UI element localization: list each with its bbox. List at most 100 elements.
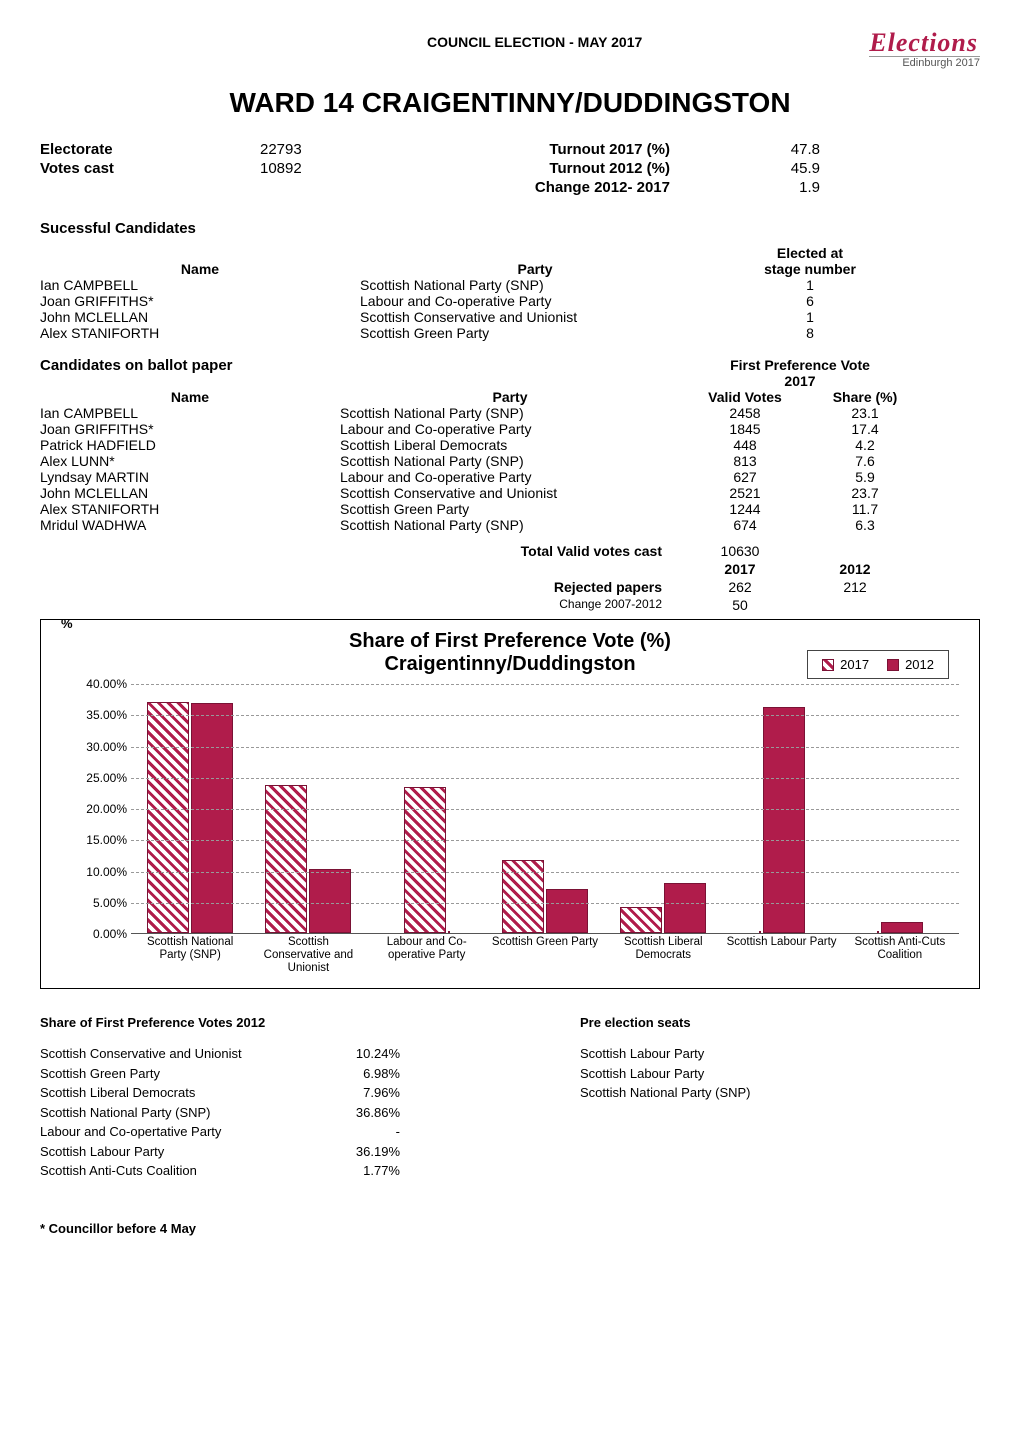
candidate-name: Joan GRIFFITHS* (40, 293, 360, 309)
ballot-candidate-share: 7.6 (810, 453, 920, 469)
ballot-candidate-party: Scottish National Party (SNP) (340, 453, 680, 469)
shares-2012-party: Scottish Labour Party (40, 1142, 300, 1162)
ballot-candidate-party: Labour and Co-operative Party (340, 469, 680, 485)
bar-2017 (759, 931, 761, 933)
candidate-stage: 1 (710, 277, 910, 293)
totals-yr-2017: 2017 (680, 561, 800, 577)
ballot-candidate-name: Lyndsay MARTIN (40, 469, 340, 485)
shares-2012-party: Labour and Co-opertative Party (40, 1122, 300, 1142)
ballot-candidate-name: Patrick HADFIELD (40, 437, 340, 453)
legend-2012: 2012 (887, 657, 934, 672)
ballot-candidate-votes: 813 (680, 453, 810, 469)
candidate-name: Alex STANIFORTH (40, 325, 360, 341)
y-tick-label: 20.00% (61, 802, 127, 816)
pre-election-heading: Pre election seats (580, 1015, 980, 1030)
ballot-candidate-votes: 674 (680, 517, 810, 533)
bar-2017 (877, 931, 879, 933)
total-valid-label: Total Valid votes cast (40, 543, 680, 559)
ballot-candidate-share: 23.7 (810, 485, 920, 501)
candidate-party: Labour and Co-operative Party (360, 293, 710, 309)
ballot-candidate-share: 11.7 (810, 501, 920, 517)
rejected-label: Rejected papers (40, 579, 680, 595)
shares-2012-row: Scottish Anti-Cuts Coalition1.77% (40, 1161, 520, 1181)
shares-2012-row: Scottish Labour Party36.19% (40, 1142, 520, 1162)
ballot-candidate-party: Scottish Green Party (340, 501, 680, 517)
candidates-rows: Ian CAMPBELLScottish National Party (SNP… (40, 405, 980, 533)
bar-2012 (546, 889, 588, 933)
bar-2012 (763, 707, 805, 933)
ballot-candidate-name: Alex STANIFORTH (40, 501, 340, 517)
ballot-candidate-party: Scottish Liberal Democrats (340, 437, 680, 453)
y-tick-label: 10.00% (61, 865, 127, 879)
ballot-candidate-votes: 627 (680, 469, 810, 485)
candidates-heading: Candidates on ballot paper (40, 357, 340, 389)
shares-2012-row: Scottish Green Party 6.98% (40, 1064, 520, 1084)
ballot-candidate-share: 5.9 (810, 469, 920, 485)
change-label: Change 2012- 2017 (420, 179, 700, 196)
logo-text-top: Elections (869, 30, 978, 56)
legend-2017: 2017 (822, 657, 869, 672)
document-subtitle: COUNCIL ELECTION - MAY 2017 (200, 30, 869, 50)
candidate-name: Ian CAMPBELL (40, 277, 360, 293)
grid-line (131, 715, 959, 716)
ballot-candidate-party: Scottish National Party (SNP) (340, 517, 680, 533)
share-chart: Share of First Preference Vote (%) Craig… (40, 619, 980, 989)
shares-2012-row: Scottish National Party (SNP) 36.86% (40, 1103, 520, 1123)
votes-cast-value: 10892 (260, 160, 420, 177)
bar-2012 (881, 922, 923, 933)
candidate-stage: 1 (710, 309, 910, 325)
bar-2012 (664, 883, 706, 933)
shares-2012-value: 36.86% (320, 1103, 400, 1123)
ballot-candidate-votes: 2458 (680, 405, 810, 421)
x-axis-label: Scottish Labour Party (722, 934, 840, 974)
shares-2012-value: - (320, 1122, 400, 1142)
col-party: Party (360, 261, 710, 277)
logo-text-bottom: Edinburgh 2017 (869, 56, 980, 69)
ballot-candidate-votes: 448 (680, 437, 810, 453)
shares-2012-value: 10.24% (320, 1044, 400, 1064)
ballot-candidate-name: John MCLELLAN (40, 485, 340, 501)
ballot-candidate-name: Alex LUNN* (40, 453, 340, 469)
ballot-candidate-name: Joan GRIFFITHS* (40, 421, 340, 437)
fpv-heading-top: First Preference Vote (730, 357, 870, 373)
bar-2012 (191, 703, 233, 933)
shares-2012-value: 6.98% (320, 1064, 400, 1084)
ballot-candidate-votes: 1244 (680, 501, 810, 517)
legend-2017-label: 2017 (840, 657, 869, 672)
ballot-candidate-share: 23.1 (810, 405, 920, 421)
chart-plot (131, 684, 959, 934)
bar-2012 (309, 869, 351, 933)
totals-block: Total Valid votes cast 10630 2017 2012 R… (40, 543, 980, 613)
ballot-candidate-share: 6.3 (810, 517, 920, 533)
x-axis-label: Scottish National Party (SNP) (131, 934, 249, 974)
candidate-stage: 6 (710, 293, 910, 309)
y-tick-label: 25.00% (61, 771, 127, 785)
legend-swatch-2017 (822, 659, 834, 671)
fpv-heading-bot: 2017 (784, 373, 815, 389)
candidate-stage: 8 (710, 325, 910, 341)
y-tick-label: 15.00% (61, 833, 127, 847)
shares-2012-party: Scottish National Party (SNP) (40, 1103, 300, 1123)
grid-line (131, 747, 959, 748)
total-valid-value: 10630 (680, 543, 800, 559)
bar-2017 (147, 702, 189, 933)
shares-2012-party: Scottish Green Party (40, 1064, 300, 1084)
cb-col-name: Name (40, 389, 340, 405)
shares-2012-heading: Share of First Preference Votes 2012 (40, 1015, 520, 1030)
grid-line (131, 840, 959, 841)
ballot-candidate-party: Labour and Co-operative Party (340, 421, 680, 437)
successful-heading: Sucessful Candidates (40, 220, 980, 237)
grid-line (131, 903, 959, 904)
turnout-2012-label: Turnout 2012 (%) (420, 160, 700, 177)
cb-col-share: Share (%) (810, 389, 920, 405)
x-axis-label: Scottish Green Party (486, 934, 604, 974)
successful-rows: Ian CAMPBELLScottish National Party (SNP… (40, 277, 980, 341)
shares-2012-party: Scottish Conservative and Unionist (40, 1044, 300, 1064)
ward-title: WARD 14 CRAIGENTINNY/DUDDINGSTON (40, 87, 980, 119)
rejected-2012: 212 (800, 579, 910, 595)
x-axis-label: Labour and Co-operative Party (368, 934, 486, 974)
y-tick-label: 0.00% (61, 927, 127, 941)
shares-2012-party: Scottish Liberal Democrats (40, 1083, 300, 1103)
grid-line (131, 778, 959, 779)
candidate-party: Scottish Green Party (360, 325, 710, 341)
